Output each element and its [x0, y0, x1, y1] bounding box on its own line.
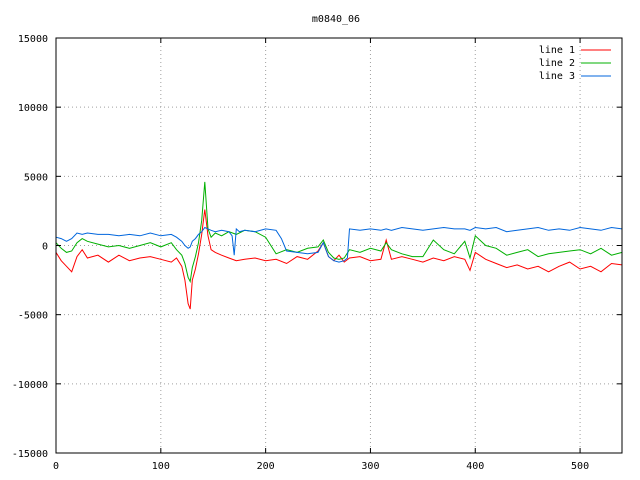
y-tick-label: 0 — [42, 242, 48, 253]
y-tick-label: -5000 — [18, 311, 48, 322]
chart-title: m0840_06 — [312, 14, 360, 25]
x-tick-label: 200 — [257, 461, 275, 472]
y-tick-label: 15000 — [18, 34, 48, 45]
y-tick-label: 5000 — [24, 172, 48, 183]
series-line-3 — [55, 226, 623, 263]
axis-ticks: 0 100 200 300 400 500 -15000 -10000 -5000 0 5000 10… — [12, 34, 622, 472]
x-tick-label: 100 — [152, 461, 170, 472]
x-tick-label: 500 — [571, 461, 589, 472]
series-group — [55, 181, 623, 310]
x-tick-label: 0 — [53, 461, 59, 472]
y-tick-label: 10000 — [18, 103, 48, 114]
y-tick-label: -10000 — [12, 380, 48, 391]
legend: line 1 line 2 line 3 — [539, 45, 611, 82]
y-tick-label: -15000 — [12, 449, 48, 460]
legend-label-3: line 3 — [539, 71, 575, 82]
legend-label-1: line 1 — [539, 45, 575, 56]
legend-label-2: line 2 — [539, 58, 575, 69]
x-tick-label: 300 — [361, 461, 379, 472]
x-tick-label: 400 — [466, 461, 484, 472]
series-line-1 — [55, 209, 623, 310]
